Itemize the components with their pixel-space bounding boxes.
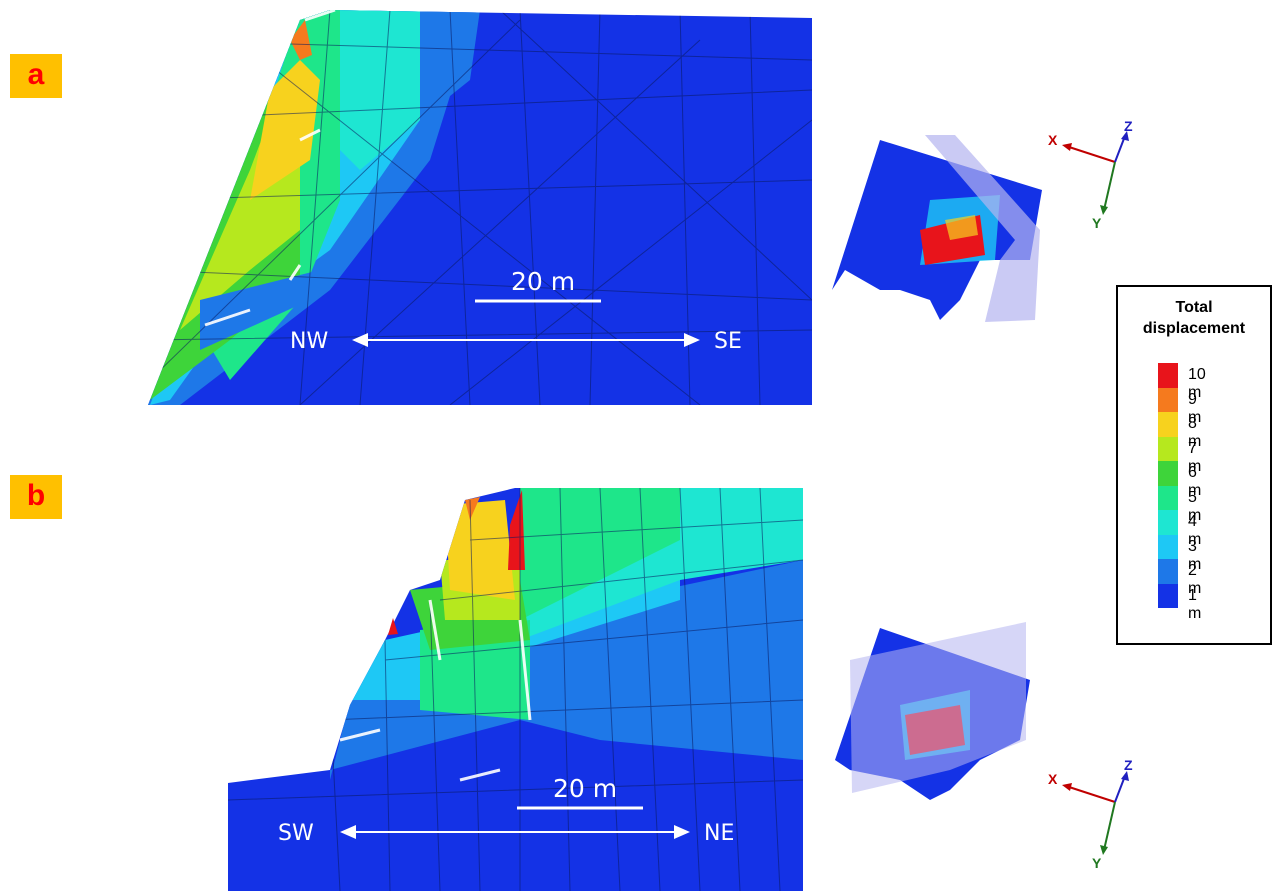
legend-label: 4 m <box>1188 513 1202 548</box>
legend-swatch <box>1158 436 1178 461</box>
direction-label-right-b: NE <box>704 821 734 846</box>
direction-label-left-b: SW <box>278 821 314 846</box>
axis-z-label-b: Z <box>1124 757 1133 773</box>
legend-label: 2 m <box>1188 562 1202 597</box>
legend-swatch <box>1158 534 1178 559</box>
displacement-model-b <box>228 488 803 891</box>
legend-label: 9 m <box>1188 390 1202 426</box>
legend-label: 6 m <box>1188 464 1202 499</box>
inset-model-b <box>835 622 1030 800</box>
legend-swatch <box>1158 363 1178 388</box>
legend-label: 8 m <box>1188 415 1202 450</box>
axis-y-label-b: Y <box>1092 855 1102 871</box>
arrowhead-left-b <box>340 825 356 839</box>
axis-y-label-a: Y <box>1092 215 1102 231</box>
inset-model-a <box>832 135 1042 322</box>
direction-label-right-a: SE <box>714 329 742 354</box>
legend-swatch <box>1158 412 1178 437</box>
legend-label: 1 m <box>1188 586 1202 622</box>
axis-triad-b: X Z Y <box>1048 757 1133 871</box>
arrowhead-left-a <box>352 333 368 347</box>
debris-fragment <box>388 618 398 635</box>
axis-triad-a: X Z Y <box>1048 118 1133 231</box>
legend-swatch <box>1158 559 1178 584</box>
legend-swatch <box>1158 387 1178 412</box>
arrowhead-right-a <box>684 333 700 347</box>
axis-x-label-a: X <box>1048 132 1058 148</box>
legend-label: 10 m <box>1188 366 1206 401</box>
legend-title: Total displacement <box>1118 297 1270 339</box>
direction-label-left-a: NW <box>290 329 328 354</box>
scale-bar-label-b: 20 m <box>553 774 617 803</box>
scale-bar-label-a: 20 m <box>511 267 575 296</box>
legend-swatch <box>1158 485 1178 510</box>
legend-title-line1: Total <box>1175 299 1213 316</box>
legend-swatch <box>1158 461 1178 486</box>
axis-x-label-b: X <box>1048 771 1058 787</box>
panel-label-a: a <box>10 54 62 98</box>
legend-swatch <box>1158 583 1178 608</box>
legend-label: 3 m <box>1188 537 1202 573</box>
panel-label-b: b <box>10 475 62 519</box>
legend-label: 5 m <box>1188 488 1202 524</box>
legend-title-line2: displacement <box>1142 320 1246 337</box>
arrowhead-right-b <box>674 825 690 839</box>
legend-label: 7 m <box>1188 439 1202 475</box>
axis-z-label-a: Z <box>1124 118 1133 134</box>
legend-swatch <box>1158 510 1178 535</box>
